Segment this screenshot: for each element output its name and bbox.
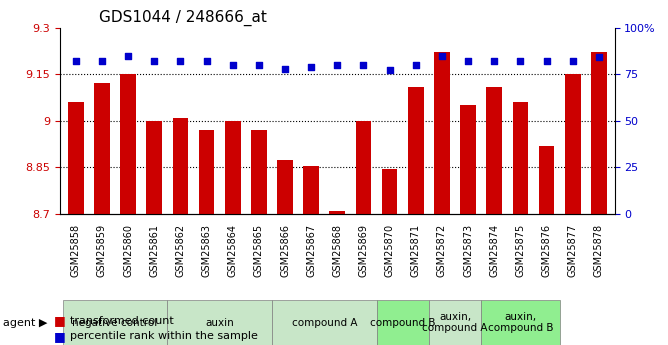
Point — [463, 58, 474, 64]
Bar — [251, 130, 267, 214]
Bar — [382, 169, 397, 214]
Bar — [591, 52, 607, 214]
Bar — [538, 146, 554, 214]
Text: negative control: negative control — [72, 318, 158, 327]
Text: auxin,
compound B: auxin, compound B — [488, 312, 553, 333]
Bar — [172, 118, 188, 214]
FancyBboxPatch shape — [377, 300, 429, 345]
Bar — [408, 87, 424, 214]
Bar — [120, 74, 136, 214]
Point — [149, 58, 160, 64]
Point — [70, 58, 81, 64]
Point — [358, 62, 369, 68]
Point — [567, 58, 578, 64]
Point — [332, 62, 343, 68]
FancyBboxPatch shape — [429, 300, 481, 345]
Point — [384, 68, 395, 73]
Text: compound B: compound B — [370, 318, 436, 327]
FancyBboxPatch shape — [63, 300, 168, 345]
Bar — [303, 166, 319, 214]
Point — [541, 58, 552, 64]
Bar — [486, 87, 502, 214]
Text: auxin,
compound A: auxin, compound A — [422, 312, 488, 333]
FancyBboxPatch shape — [272, 300, 377, 345]
Bar — [94, 83, 110, 214]
Text: GDS1044 / 248666_at: GDS1044 / 248666_at — [99, 10, 267, 26]
Point — [437, 53, 448, 58]
Point — [306, 64, 317, 69]
Bar — [512, 102, 528, 214]
Point — [97, 58, 108, 64]
Text: auxin: auxin — [205, 318, 234, 327]
Bar — [565, 74, 580, 214]
Point — [201, 58, 212, 64]
Text: percentile rank within the sample: percentile rank within the sample — [70, 332, 258, 341]
Point — [123, 53, 134, 58]
Point — [410, 62, 421, 68]
FancyBboxPatch shape — [481, 300, 560, 345]
Point — [489, 58, 500, 64]
Point — [254, 62, 265, 68]
Bar — [68, 102, 84, 214]
Text: compound A: compound A — [291, 318, 357, 327]
Point — [227, 62, 238, 68]
FancyBboxPatch shape — [168, 300, 272, 345]
Bar — [277, 159, 293, 214]
Bar — [460, 105, 476, 214]
Text: ■: ■ — [53, 330, 65, 343]
Point — [594, 55, 605, 60]
Bar — [329, 211, 345, 214]
Text: ■: ■ — [53, 314, 65, 327]
Bar — [199, 130, 214, 214]
Bar — [434, 52, 450, 214]
Bar — [225, 121, 240, 214]
Text: transformed count: transformed count — [70, 316, 174, 326]
Point — [515, 58, 526, 64]
Bar — [146, 121, 162, 214]
Point — [280, 66, 291, 71]
Bar — [355, 121, 371, 214]
Text: agent ▶: agent ▶ — [3, 318, 47, 327]
Point — [175, 58, 186, 64]
